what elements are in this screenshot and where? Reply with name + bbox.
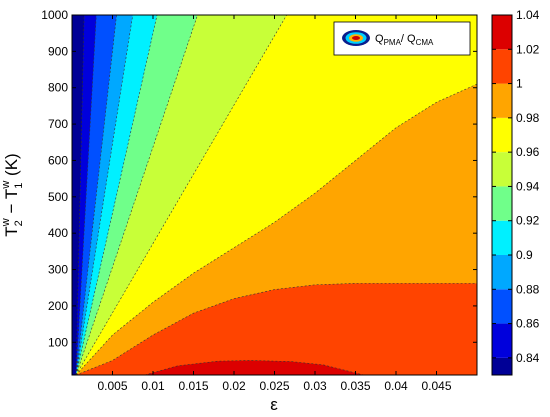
colorbar: 0.84 0.86 0.88 0.9 0.92 0.94 0.96 0.98 1 1.02 1.04 — [491, 8, 540, 376]
contour-line-1.00 — [75, 83, 477, 375]
plot-area — [72, 15, 477, 375]
x-tick-label: 0.005 — [97, 379, 127, 393]
colorbar-tick-label: 0.92 — [516, 214, 540, 228]
y-label-sup2: w — [0, 181, 12, 190]
x-tick-label: 0.045 — [421, 379, 451, 393]
y-tick-label: 800 — [48, 81, 68, 95]
y-label-sub2: 1 — [13, 183, 25, 189]
colorbar-tick-label: 0.94 — [516, 179, 540, 193]
colorbar-tick-label: 0.88 — [516, 282, 540, 296]
y-tick-label: 400 — [48, 226, 68, 240]
colorbar-tick-label: 0.9 — [516, 248, 533, 262]
contour-line-0.96 — [75, 15, 198, 375]
colorbar-segment — [492, 83, 512, 118]
x-axis-ticks: 0.005 0.01 0.015 0.02 0.025 0.03 0.035 0.04 0.04… — [97, 15, 452, 393]
y-label-base2: T — [2, 189, 21, 199]
colorbar-tick-label: 0.98 — [516, 111, 540, 125]
y-tick-label: 300 — [48, 263, 68, 277]
colorbar-segments — [492, 15, 512, 375]
y-tick-label: 1000 — [41, 8, 68, 22]
x-tick-label: 0.015 — [178, 379, 208, 393]
y-label-minus: − — [2, 199, 21, 218]
x-axis-label: ε — [270, 395, 278, 414]
contour-line-0.90 — [75, 15, 117, 375]
colorbar-segment — [492, 117, 512, 153]
colorbar-tick-label: 0.96 — [516, 145, 540, 159]
contour-line-0.98 — [75, 15, 287, 375]
colorbar-segment — [492, 186, 512, 221]
legend: QPMA/ QCMA — [333, 21, 471, 56]
x-tick-label: 0.035 — [340, 379, 370, 393]
y-label-sub1: 2 — [13, 220, 25, 226]
colorbar-segment — [492, 255, 512, 290]
contour-line-0.94 — [75, 15, 158, 375]
colorbar-frame — [491, 14, 513, 376]
contour-region-1.02 — [76, 283, 477, 375]
y-label-unit: (K) — [2, 153, 21, 180]
legend-sep: / — [401, 33, 407, 45]
x-tick-label: 0.03 — [303, 379, 327, 393]
x-tick-label: 0.01 — [141, 379, 165, 393]
x-tick-label: 0.02 — [222, 379, 246, 393]
contour-line-1.02 — [75, 283, 477, 375]
x-tick-label: 0.04 — [384, 379, 408, 393]
legend-label: QPMA/ QCMA — [375, 33, 434, 47]
colorbar-tick-label: 1.04 — [516, 8, 540, 22]
colorbar-tick-label: 1.02 — [516, 42, 540, 56]
y-label-base1: T — [2, 226, 21, 236]
colorbar-segment — [492, 15, 512, 50]
contour-line-0.88 — [75, 15, 97, 375]
y-tick-label: 700 — [48, 117, 68, 131]
y-label-sup1: w — [0, 218, 12, 227]
contour-line-1.04 — [144, 360, 364, 375]
y-tick-label: 500 — [48, 190, 68, 204]
contour-line-0.92 — [75, 15, 134, 375]
colorbar-segment — [492, 289, 512, 324]
legend-q1: Q — [375, 33, 384, 45]
legend-sub2: CMA — [416, 38, 434, 47]
colorbar-ticks: 0.84 0.86 0.88 0.9 0.92 0.94 0.96 0.98 1 1.02 1.04 — [492, 8, 540, 365]
colorbar-segment — [492, 152, 512, 187]
colorbar-tick-label: 0.86 — [516, 317, 540, 331]
y-tick-label: 100 — [48, 335, 68, 349]
colorbar-tick-label: 0.84 — [516, 351, 540, 365]
contour-lines — [75, 15, 477, 375]
colorbar-segment — [492, 323, 512, 358]
legend-contour-icon — [342, 30, 370, 46]
colorbar-segment — [492, 49, 512, 84]
legend-sub1: PMA — [384, 38, 402, 47]
y-tick-label: 600 — [48, 153, 68, 167]
colorbar-segment — [492, 357, 512, 375]
x-tick-label: 0.025 — [259, 379, 289, 393]
colorbar-tick-label: 1 — [516, 77, 523, 91]
legend-q2: Q — [407, 33, 416, 45]
contour-regions — [72, 15, 477, 375]
y-tick-label: 900 — [48, 44, 68, 58]
y-tick-label: 200 — [48, 299, 68, 313]
contour-line-0.86 — [75, 15, 85, 375]
y-axis-ticks: 100 200 300 400 500 600 700 800 900 1000 — [41, 8, 477, 349]
contour-region-1.04 — [144, 360, 364, 375]
y-axis-label: T2w − T1w (K) — [0, 153, 25, 236]
colorbar-segment — [492, 220, 512, 255]
